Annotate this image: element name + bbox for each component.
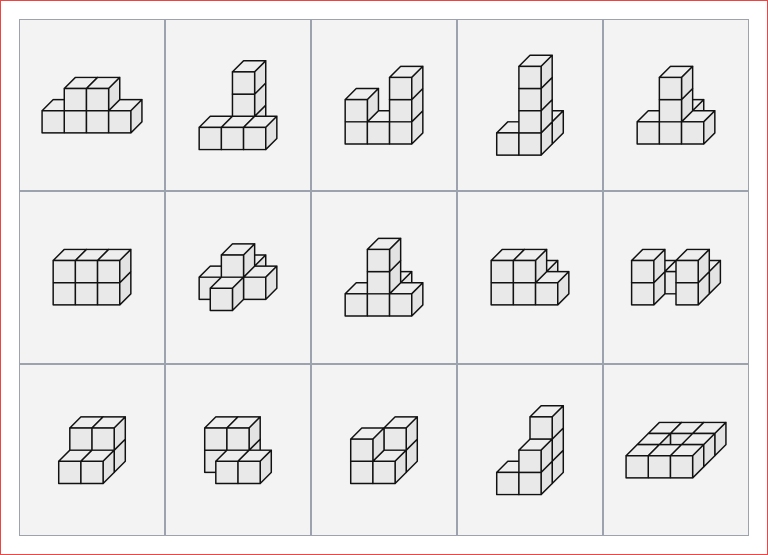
- fig-1-1: [20, 20, 164, 190]
- fig-2-5: [604, 192, 748, 362]
- figure-cell: [311, 364, 457, 536]
- fig-2-4: [458, 192, 602, 362]
- figure-cell: [19, 19, 165, 191]
- fig-3-4: [458, 365, 602, 535]
- fig-2-1: [20, 192, 164, 362]
- figure-cell: [457, 364, 603, 536]
- figure-cell: [603, 191, 749, 363]
- figure-cell: [19, 364, 165, 536]
- fig-2-3: [312, 192, 456, 362]
- fig-1-2: [166, 20, 310, 190]
- figure-cell: [311, 19, 457, 191]
- fig-1-3: [312, 20, 456, 190]
- fig-3-2: [166, 365, 310, 535]
- fig-1-5: [604, 20, 748, 190]
- fig-3-5: [604, 365, 748, 535]
- figure-cell: [165, 19, 311, 191]
- figure-cell: [603, 19, 749, 191]
- figure-cell: [165, 364, 311, 536]
- figure-cell: [311, 191, 457, 363]
- figure-cell: [457, 19, 603, 191]
- figure-cell: [19, 191, 165, 363]
- figure-cell: [457, 191, 603, 363]
- fig-1-4: [458, 20, 602, 190]
- figure-cell: [603, 364, 749, 536]
- fig-3-1: [20, 365, 164, 535]
- figure-cell: [165, 191, 311, 363]
- figures-grid: [19, 19, 749, 536]
- fig-2-2: [166, 192, 310, 362]
- fig-3-3: [312, 365, 456, 535]
- page-frame: [0, 0, 768, 555]
